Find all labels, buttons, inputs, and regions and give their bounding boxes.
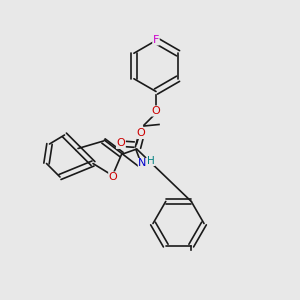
Text: H: H [147,155,155,166]
Text: O: O [116,138,125,148]
Text: N: N [138,158,147,169]
Text: F: F [153,35,159,45]
Text: O: O [109,172,118,182]
Text: O: O [152,106,160,116]
Text: O: O [136,128,146,139]
